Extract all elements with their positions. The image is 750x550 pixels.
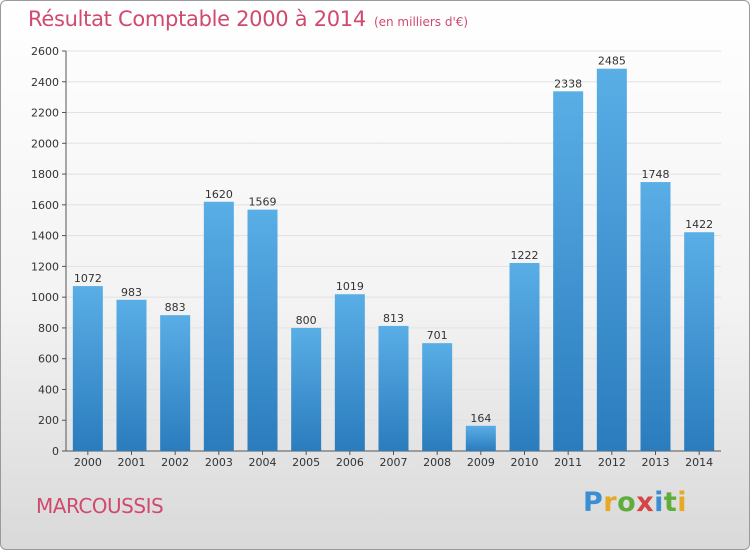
bar-value-label: 1748 — [642, 168, 670, 181]
brand-logo-letter: i — [654, 487, 664, 518]
y-tick-label: 2000 — [31, 137, 59, 150]
x-tick-label: 2003 — [205, 456, 233, 469]
brand-logo-letter: x — [636, 487, 655, 518]
x-tick-labels: 2000 2001 2002 2003 2004 2005 2006 2007 2008 2009… — [74, 456, 713, 469]
bar-value-label: 1019 — [336, 280, 364, 293]
y-tick-label: 2600 — [31, 45, 59, 58]
chart-subtitle: (en milliers d'€) — [373, 15, 469, 29]
bar — [247, 209, 278, 451]
bar-value-labels: 1072 983 883 1620 1569 800 1019 813 701 164 1222 23… — [74, 55, 713, 425]
x-tick-label: 2005 — [292, 456, 320, 469]
bar-value-label: 2485 — [598, 55, 626, 68]
bar — [160, 315, 191, 451]
bar — [203, 201, 234, 451]
bar — [334, 294, 365, 451]
bar-value-label: 701 — [427, 329, 448, 342]
y-tick-label: 1400 — [31, 230, 59, 243]
x-tick-label: 2011 — [554, 456, 582, 469]
bar-value-label: 1422 — [685, 218, 713, 231]
x-tick-label: 2013 — [642, 456, 670, 469]
y-tick-label: 1000 — [31, 291, 59, 304]
bar-value-label: 1072 — [74, 272, 102, 285]
x-tick-label: 2014 — [685, 456, 713, 469]
bar-value-label: 1222 — [511, 249, 539, 262]
x-tick-label: 2007 — [380, 456, 408, 469]
x-tick-label: 2001 — [118, 456, 146, 469]
chart-header: Résultat Comptable 2000 à 2014 (en millie… — [28, 7, 468, 31]
y-tick-label: 600 — [38, 353, 59, 366]
bar — [378, 325, 409, 451]
bar-value-label: 164 — [470, 412, 491, 425]
bar — [509, 263, 540, 451]
bar-value-label: 883 — [165, 301, 186, 314]
bar-value-label: 983 — [121, 286, 142, 299]
brand-logo: Proxiti — [583, 487, 687, 518]
location-name: MARCOUSSIS — [36, 494, 164, 518]
y-tick-label: 0 — [52, 445, 59, 458]
bar-value-label: 813 — [383, 312, 404, 325]
bar — [553, 91, 584, 452]
y-tick-label: 800 — [38, 322, 59, 335]
brand-logo-letter: P — [583, 487, 604, 518]
brand-logo-letter: t — [663, 487, 678, 518]
brand-logo-letter: o — [617, 487, 637, 518]
bars — [72, 68, 715, 452]
x-tick-label: 2009 — [467, 456, 495, 469]
bar — [640, 182, 671, 452]
bar-value-label: 1569 — [249, 196, 277, 209]
bar — [465, 425, 496, 451]
x-tick-label: 2004 — [249, 456, 277, 469]
y-tick-label: 400 — [38, 383, 59, 396]
brand-logo-letter: r — [603, 487, 618, 518]
bar — [422, 343, 453, 451]
y-tick-label: 200 — [38, 414, 59, 427]
bar — [116, 299, 147, 451]
bar-value-label: 1620 — [205, 188, 233, 201]
x-tick-label: 2012 — [598, 456, 626, 469]
x-tick-label: 2002 — [161, 456, 189, 469]
bar-value-label: 800 — [296, 314, 317, 327]
bar-value-label: 2338 — [554, 77, 582, 90]
y-tick-label: 1200 — [31, 260, 59, 273]
x-tick-label: 2010 — [511, 456, 539, 469]
bar — [684, 232, 715, 451]
y-tick-labels: 0 200 400 600 800 1000 1200 1400 1600 1800 2000 220… — [31, 45, 59, 458]
y-tick-label: 2400 — [31, 76, 59, 89]
bar — [291, 327, 322, 451]
bar — [72, 286, 103, 451]
bar — [596, 68, 627, 451]
y-tick-label: 1800 — [31, 168, 59, 181]
y-tick-label: 2200 — [31, 107, 59, 120]
y-tick-label: 1600 — [31, 199, 59, 212]
chart-title: Résultat Comptable 2000 à 2014 — [28, 7, 366, 31]
x-tick-label: 2000 — [74, 456, 102, 469]
x-tick-label: 2008 — [423, 456, 451, 469]
brand-logo-letter: i — [677, 487, 688, 518]
x-tick-label: 2006 — [336, 456, 364, 469]
